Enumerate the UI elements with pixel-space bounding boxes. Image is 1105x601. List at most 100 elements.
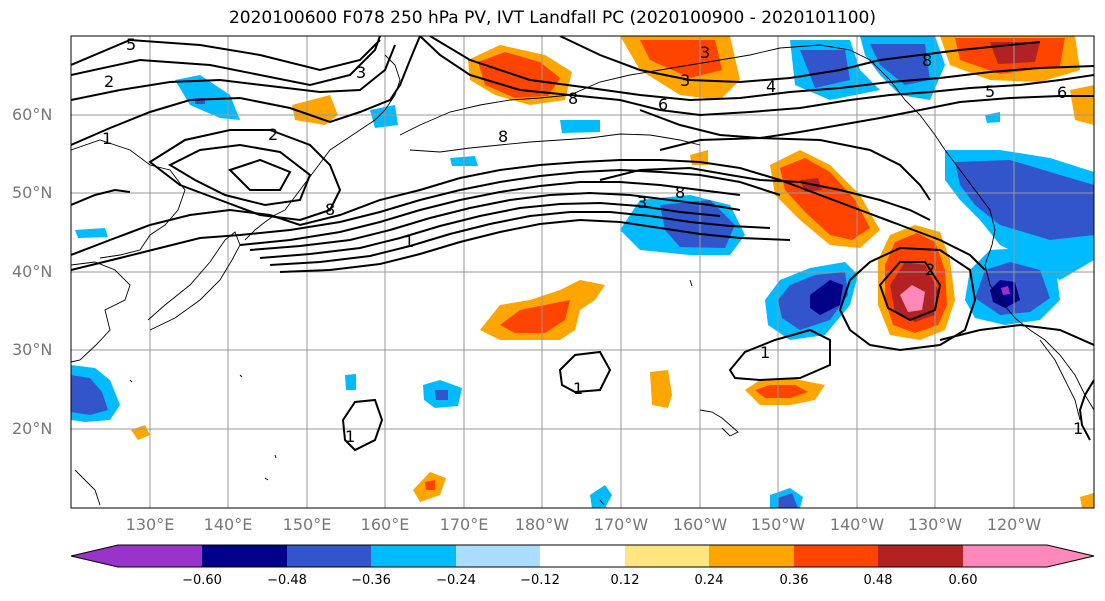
contour-line [71,44,396,101]
lon-label: 130°W [907,515,963,534]
coast-asia [71,261,131,363]
shade-negative [175,75,240,120]
colorbar [70,544,1095,568]
colorbar-bin [202,545,287,567]
shade-negative [800,50,850,88]
shade-negative [810,280,843,315]
contour-line [279,218,791,273]
contour-line [429,36,1094,102]
contour-label: 2 [268,125,278,144]
contour-line [659,136,931,201]
shade-positive [755,385,808,398]
colorbar-bin [794,545,878,567]
shade-negative [75,228,108,238]
contour-line [148,129,342,222]
lon-label: 120°W [986,515,1042,534]
colorbar-bin [287,545,371,567]
lon-label: 140°E [203,515,253,534]
lat-label: 20°N [12,419,53,438]
shade-positive [131,425,150,440]
shade-positive [780,158,870,240]
contour-line [71,168,781,271]
contour-label: 2 [925,260,935,279]
colorbar-bin [118,545,202,567]
shade-negative [1001,286,1010,295]
colorbar-bin [540,545,625,567]
contour-label: 8 [325,200,335,219]
contour-label: 1 [404,232,414,251]
shade-positive [1080,493,1094,508]
contour-line [71,38,381,72]
contour-line [559,36,1041,84]
contour-line [239,181,741,246]
contour-line [1078,379,1094,441]
coast-philippines [74,469,101,506]
contour-line [838,246,977,352]
lon-label: 150°W [750,515,806,534]
colorbar-tick-label: −0.12 [520,573,560,588]
contour-line [419,36,1094,117]
contour-label: 2 [104,72,114,91]
coast-aleutians [409,133,701,153]
contour-label: 3 [637,193,647,212]
contour-line [259,201,721,259]
colorbar-bin [963,545,1047,567]
lat-label: 50°N [12,183,53,202]
lon-label: 150°E [282,515,332,534]
contour-line [228,158,292,191]
contour-line [639,95,1094,140]
shade-positive [1070,85,1094,125]
coast-japan [147,231,241,331]
shade-positive [990,42,1040,64]
colorbar-bin [625,545,709,567]
contour-label: 1 [345,427,355,446]
contour-label: 3 [356,63,366,82]
contour-label: 1 [573,379,583,398]
coast-baja [1039,339,1081,421]
shade-negative [345,374,356,390]
lat-label: 30°N [12,340,53,359]
shade-positive [292,95,338,125]
colorbar-bin [371,545,456,567]
contour-label: 8 [675,183,685,202]
contour-line [71,188,131,206]
contour-label: 1 [760,343,770,362]
colorbar-tick-label: −0.36 [351,573,391,588]
contour-line [167,143,312,207]
coastlines [71,44,1094,506]
coast-hawaii [699,409,739,437]
shade-negative [560,120,600,133]
gridlines [71,36,1094,508]
colorbar-tick-label: −0.48 [267,573,307,588]
contour-line [249,191,741,251]
contour-line [558,350,612,394]
contour-line [728,328,831,382]
coast-islands [129,279,693,506]
lon-label: 170°E [439,515,489,534]
shade-positive [640,40,722,78]
contour-label: 8 [498,127,508,146]
contour-label: 6 [1057,83,1067,102]
coast-na-west [944,149,1094,411]
contour-label: 3 [680,71,690,90]
shade-negative [955,160,1094,240]
shade-negative [370,105,398,128]
contour-label: 1 [1073,419,1083,438]
contour-label: 8 [922,51,932,70]
contour-label: 5 [985,82,995,101]
contour-line [341,398,384,452]
contour-label: 3 [700,43,710,62]
contour-line [71,159,986,271]
colorbar-tick-label: 0.12 [610,573,640,588]
contour-label: 5 [126,35,136,54]
colorbar-tick-label: 0.36 [779,573,809,588]
lon-label: 130°E [125,515,175,534]
shade-negative [435,390,448,400]
map-frame [70,35,1095,509]
contour-label: 1 [102,129,112,148]
contour-line [71,36,381,87]
colorbar-bin [456,545,540,567]
colorbar-outline [70,544,1095,568]
colorbar-bin [878,545,963,567]
